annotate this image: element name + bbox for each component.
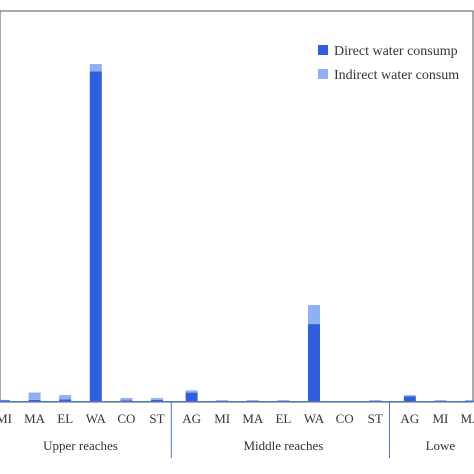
tick-label: EL [57,411,73,426]
tick-label: AG [182,411,201,426]
bar-direct-upper-reaches-el [59,399,72,401]
bar-direct-upper-reaches-wa [89,71,102,402]
bar-direct-lowe-ag [403,396,416,401]
bar-direct-middle-reaches-ag [185,392,198,401]
tick-label: MI [432,411,448,426]
bar-direct-upper-reaches-mi [0,400,10,401]
legend-swatch-direct [318,45,328,55]
tick-label: MI [214,411,230,426]
bar-direct-upper-reaches-ma [28,399,41,401]
bar-indirect-upper-reaches-ma [28,392,41,400]
bar-indirect-middle-reaches-wa [308,305,320,325]
group-label: Middle reaches [244,438,324,453]
bar-direct-middle-reaches-wa [308,324,320,401]
group-label: Lowe [426,438,456,453]
tick-label: CO [117,411,135,426]
tick-label: EL [275,411,291,426]
legend-label-direct: Direct water consump [334,44,458,59]
tick-label: CO [336,411,354,426]
tick-label: ST [149,411,164,426]
legend-label-indirect: Indirect water consum [334,68,459,83]
bar-indirect-lowe-ag [403,395,416,397]
bar-direct-upper-reaches-co [120,400,133,401]
x-axis: MI MA EL WA CO ST Upper reaches AG MI MA EL WA CO ST M… [0,401,474,458]
bar-indirect-middle-reaches-ag [185,390,198,393]
tick-label: MA [242,411,264,426]
tick-label: ST [368,411,383,426]
tick-label: MA [461,411,474,426]
legend-swatch-indirect [318,69,328,79]
bar-indirect-upper-reaches-st [151,398,163,400]
bar-indirect-upper-reaches-wa [89,64,102,72]
bar-indirect-upper-reaches-el [59,395,72,400]
bars-layer [0,64,474,402]
legend: Direct water consump Indirect water cons… [318,44,459,83]
bar-indirect-upper-reaches-co [120,398,133,401]
tick-label: WA [86,411,107,426]
tick-label: AG [400,411,419,426]
bar-direct-upper-reaches-st [151,399,163,401]
tick-label: MA [24,411,46,426]
tick-label: WA [304,411,325,426]
tick-label: MI [0,411,12,426]
group-label: Upper reaches [43,438,118,453]
